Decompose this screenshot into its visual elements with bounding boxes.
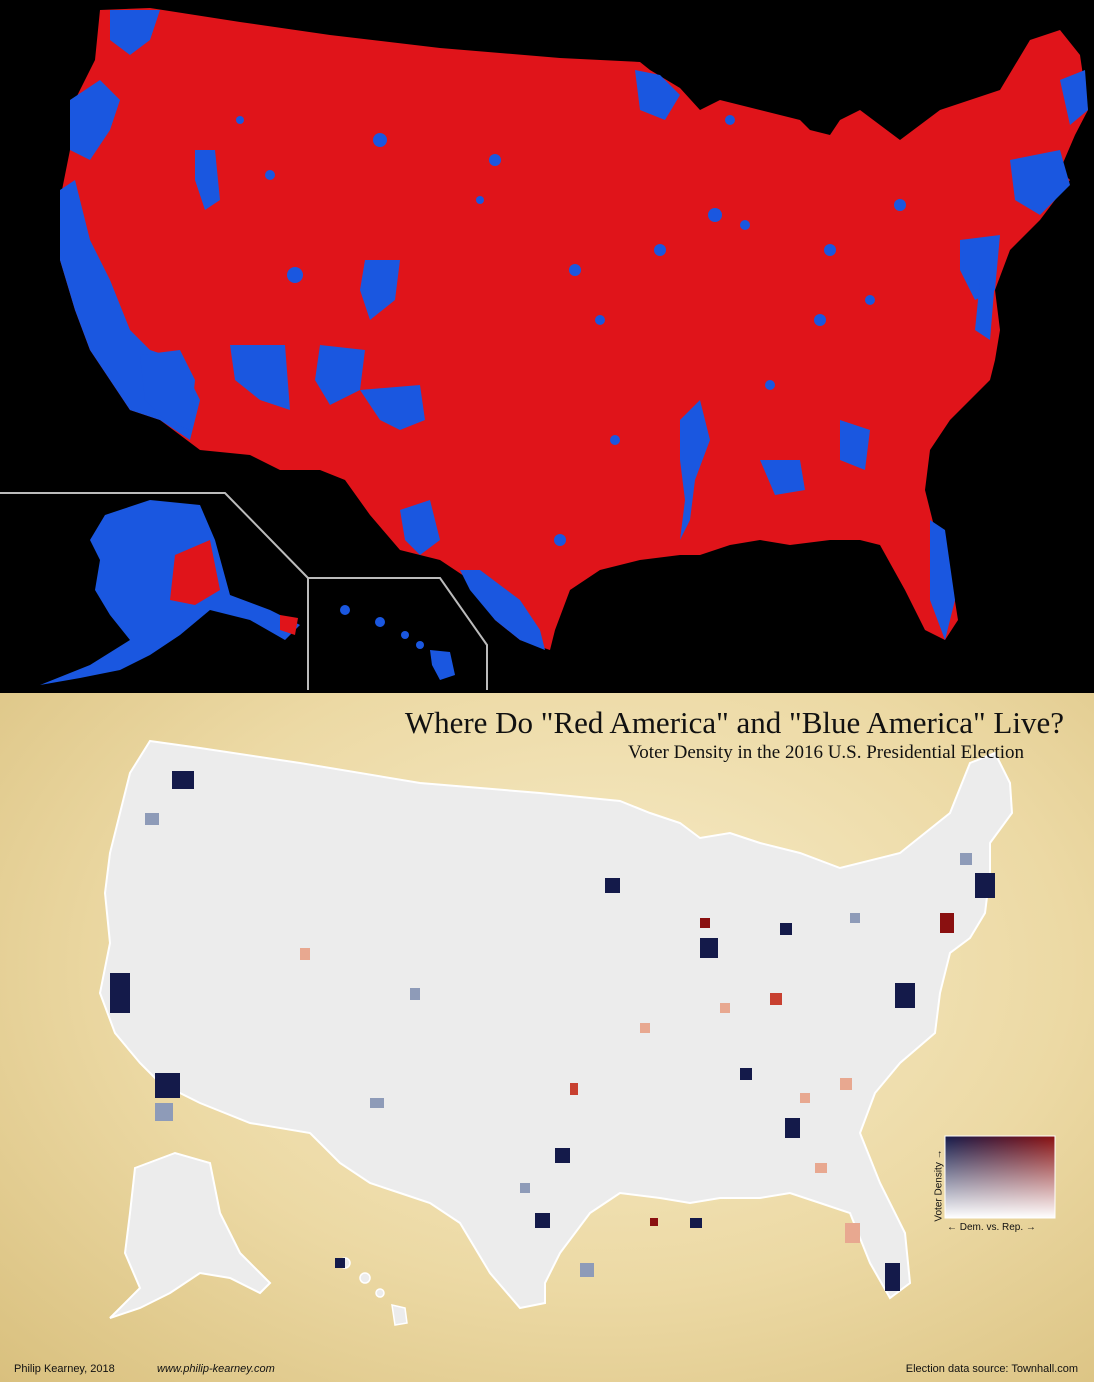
alaska-red [170,540,220,605]
author-website: www.philip-kearney.com [157,1363,275,1375]
county-winner-map-panel [0,8,1088,690]
legend-x-label: ← Dem. vs. Rep. → [947,1222,1036,1233]
voter-density-map-panel [0,693,1094,1382]
data-source: Election data source: Townhall.com [905,1363,1078,1375]
county-winner-map [0,8,1088,690]
density-hotspots [110,771,995,1291]
voter-density-map [98,739,1056,1326]
hawaii-inset-border [307,577,488,690]
alaska [40,500,300,685]
map-subtitle: Voter Density in the 2016 U.S. President… [628,742,1024,763]
contiguous-us-density [98,739,1014,1310]
author-credit: Philip Kearney, 2018 [14,1363,115,1375]
legend-y-label: Voter Density → [933,1149,945,1222]
contiguous-us-red [60,8,1088,650]
alaska-density [109,1151,272,1319]
hawaii [340,605,455,680]
legend-y-axis: Voter Density → [930,1142,945,1232]
democratic-counties [60,10,1088,650]
hawaii-density [339,1257,408,1326]
alaska-inset-border [0,492,309,579]
map-title: Where Do "Red America" and "Blue America… [404,705,1064,740]
